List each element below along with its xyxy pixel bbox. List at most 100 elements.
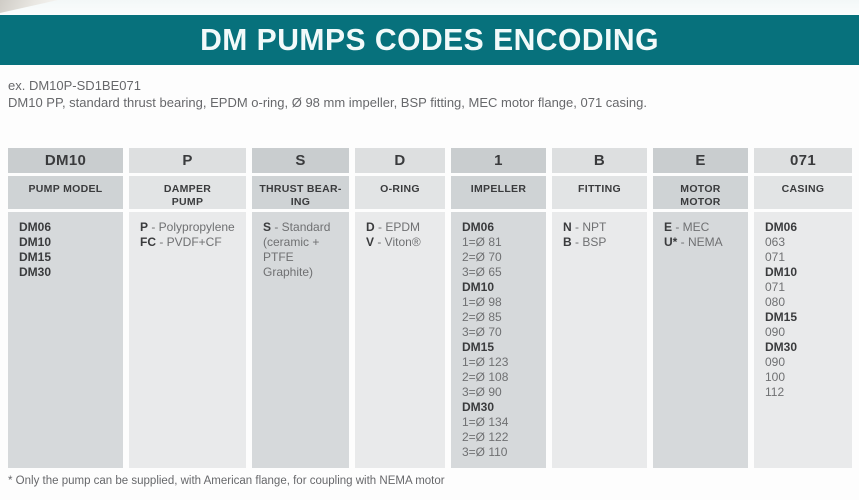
option-key: E bbox=[664, 220, 673, 234]
column-4-code: D bbox=[355, 148, 445, 173]
option-value: - BSP bbox=[571, 235, 607, 249]
column-8-label: CASING bbox=[754, 176, 852, 209]
option-line: DM10 bbox=[462, 280, 543, 295]
option-value: 071 bbox=[765, 280, 786, 294]
page-corner-fold bbox=[0, 0, 58, 13]
column-7-label: MOTOR MOTOR bbox=[653, 176, 748, 209]
option-key: P bbox=[140, 220, 149, 234]
option-line: 1=Ø 123 bbox=[462, 355, 543, 370]
column-label-line: ING bbox=[290, 195, 311, 208]
column-8-options: DM06 063 071 DM10 071 080 DM15 090 DM30 090 100 112 bbox=[754, 212, 852, 468]
column-5-options: DM06 1=Ø 81 2=Ø 70 3=Ø 65 DM10 1=Ø 98 2=Ø 85 3=… bbox=[451, 212, 546, 468]
option-line: 2=Ø 108 bbox=[462, 370, 543, 385]
option-value: 1=Ø 134 bbox=[462, 415, 509, 429]
option-line: DM06 bbox=[765, 220, 849, 235]
option-value: 112 bbox=[765, 385, 785, 399]
option-line: FC - PVDF+CF bbox=[140, 235, 243, 250]
option-line: DM30 bbox=[462, 400, 543, 415]
intro-block: ex. DM10P-SD1BE071 DM10 PP, standard thr… bbox=[8, 77, 849, 111]
option-key: N bbox=[563, 220, 572, 234]
option-key: D bbox=[366, 220, 375, 234]
column-label-line: DAMPER bbox=[163, 183, 212, 195]
column-4-options: D - EPDM V - Viton® bbox=[355, 212, 445, 468]
option-value: 3=Ø 70 bbox=[462, 325, 502, 339]
option-line: 063 bbox=[765, 235, 849, 250]
option-value: - PVDF+CF bbox=[156, 235, 222, 249]
option-line: 3=Ø 90 bbox=[462, 385, 543, 400]
option-value: 1=Ø 81 bbox=[462, 235, 502, 249]
option-key: DM06 bbox=[462, 220, 495, 234]
option-key: DM06 bbox=[765, 220, 798, 234]
column-6-options: N - NPT B - BSP bbox=[552, 212, 647, 468]
option-line: 2=Ø 122 bbox=[462, 430, 543, 445]
option-line: 100 bbox=[765, 370, 849, 385]
column-3-label: THRUST BEAR- ING bbox=[252, 176, 349, 209]
column-label-line: PUMP bbox=[171, 195, 204, 208]
option-value: - Polypropylene bbox=[148, 220, 235, 234]
option-key: DM10 bbox=[19, 235, 52, 249]
column-2-label: DAMPER PUMP bbox=[129, 176, 246, 209]
option-line: DM15 bbox=[462, 340, 543, 355]
option-key: DM15 bbox=[462, 340, 495, 354]
option-line: 3=Ø 70 bbox=[462, 325, 543, 340]
column-2-options: P - Polypropylene FC - PVDF+CF bbox=[129, 212, 246, 468]
option-line: 071 bbox=[765, 280, 849, 295]
option-value: 2=Ø 70 bbox=[462, 250, 502, 264]
option-value: 3=Ø 110 bbox=[462, 445, 508, 459]
column-8-code: 071 bbox=[754, 148, 852, 173]
footnote: * Only the pump can be supplied, with Am… bbox=[8, 475, 445, 487]
column-7-code: E bbox=[653, 148, 748, 173]
option-line: 3=Ø 65 bbox=[462, 265, 543, 280]
option-value: 2=Ø 108 bbox=[462, 370, 509, 384]
option-line: 112 bbox=[765, 385, 849, 400]
option-line: 3=Ø 110 bbox=[462, 445, 543, 460]
column-6-code: B bbox=[552, 148, 647, 173]
option-line: N - NPT bbox=[563, 220, 644, 235]
option-line: DM30 bbox=[19, 265, 120, 280]
option-line: P - Polypropylene bbox=[140, 220, 243, 235]
option-value: - Standard (ceramic + PTFE Graphite) bbox=[263, 220, 331, 279]
option-value: - MEC bbox=[672, 220, 710, 234]
option-line: DM10 bbox=[765, 265, 849, 280]
option-key: DM30 bbox=[19, 265, 52, 279]
option-line: DM10 bbox=[19, 235, 120, 250]
column-3-code: S bbox=[252, 148, 349, 173]
option-key: DM30 bbox=[765, 340, 798, 354]
column-1-options: DM06 DM10 DM15 DM30 bbox=[8, 212, 123, 468]
option-line: 1=Ø 81 bbox=[462, 235, 543, 250]
option-line: DM06 bbox=[462, 220, 543, 235]
option-value: - EPDM bbox=[374, 220, 421, 234]
option-line: 071 bbox=[765, 250, 849, 265]
option-value: 1=Ø 123 bbox=[462, 355, 509, 369]
option-line: 090 bbox=[765, 325, 849, 340]
option-value: 3=Ø 90 bbox=[462, 385, 502, 399]
column-label-line: CASING bbox=[781, 183, 825, 195]
option-line: DM06 bbox=[19, 220, 120, 235]
option-line: 2=Ø 70 bbox=[462, 250, 543, 265]
column-label-line: IMPELLER bbox=[470, 183, 527, 195]
option-key: DM10 bbox=[765, 265, 798, 279]
option-line: 080 bbox=[765, 295, 849, 310]
option-line: 1=Ø 98 bbox=[462, 295, 543, 310]
option-line: 090 bbox=[765, 355, 849, 370]
option-line: E - MEC bbox=[664, 220, 745, 235]
option-value: 080 bbox=[765, 295, 786, 309]
column-label-line: THRUST BEAR- bbox=[259, 183, 342, 195]
column-1-code: DM10 bbox=[8, 148, 123, 173]
column-label-line: PUMP MODEL bbox=[28, 183, 103, 195]
column-2-code: P bbox=[129, 148, 246, 173]
option-value: - NPT bbox=[571, 220, 607, 234]
option-line: 2=Ø 85 bbox=[462, 310, 543, 325]
option-key: B bbox=[563, 235, 572, 249]
column-7-options: E - MEC U* - NEMA bbox=[653, 212, 748, 468]
option-key: S bbox=[263, 220, 272, 234]
option-key: DM15 bbox=[19, 250, 52, 264]
option-value: 063 bbox=[765, 235, 786, 249]
page-title: DM PUMPS CODES ENCODING bbox=[200, 22, 659, 57]
option-key: DM06 bbox=[19, 220, 52, 234]
option-value: 2=Ø 85 bbox=[462, 310, 502, 324]
option-line: V - Viton® bbox=[366, 235, 442, 250]
option-line: S - Standard (ceramic + PTFE Graphite) bbox=[263, 220, 346, 280]
option-line: DM15 bbox=[19, 250, 120, 265]
option-value: 3=Ø 65 bbox=[462, 265, 502, 279]
